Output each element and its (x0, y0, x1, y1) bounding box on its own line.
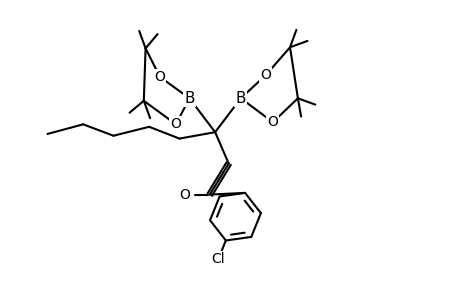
Text: Cl: Cl (211, 252, 225, 266)
Text: O: O (260, 68, 271, 82)
Text: B: B (184, 91, 194, 106)
Text: O: O (179, 188, 190, 202)
Text: O: O (154, 70, 165, 84)
Text: O: O (267, 115, 278, 129)
Text: B: B (235, 91, 246, 106)
Text: O: O (170, 117, 181, 131)
